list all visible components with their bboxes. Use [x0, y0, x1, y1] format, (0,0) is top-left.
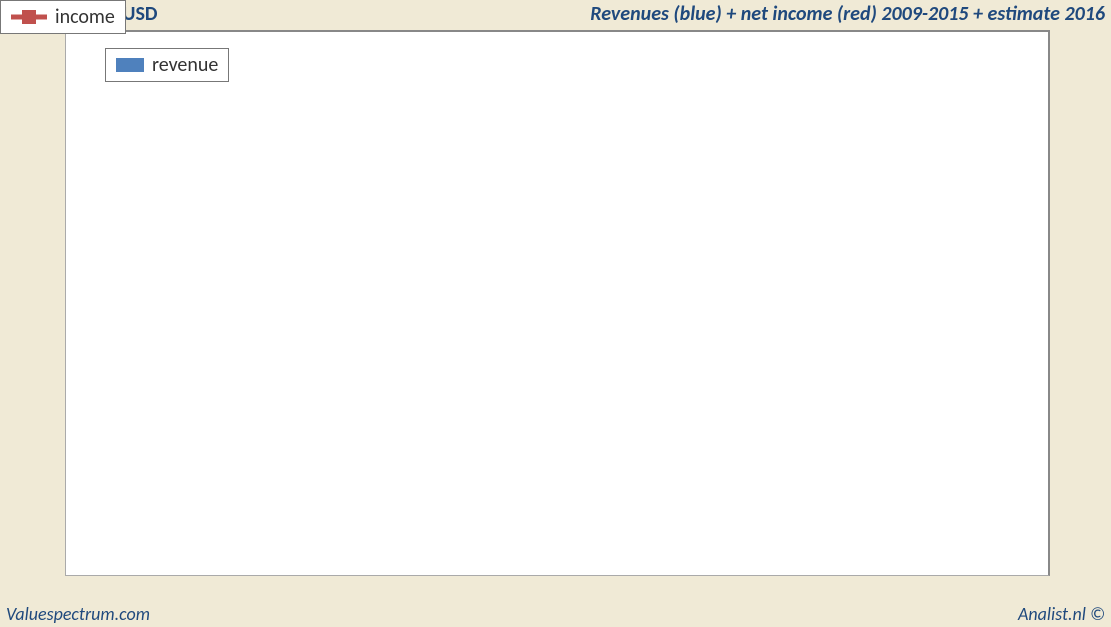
legend-income-label: income — [55, 5, 115, 29]
legend-revenue: revenue — [105, 48, 229, 82]
chart-container: Garmin 56,49 USD Revenues (blue) + net i… — [0, 0, 1111, 627]
legend-revenue-label: revenue — [152, 53, 218, 77]
title-right: Revenues (blue) + net income (red) 2009-… — [590, 2, 1105, 26]
footer-left: Valuespectrum.com — [6, 603, 150, 625]
plot-area — [65, 30, 1050, 576]
footer-right: Analist.nl © — [1018, 603, 1105, 625]
legend-revenue-swatch — [116, 58, 144, 72]
legend-income-swatch — [11, 8, 47, 26]
legend-income: income — [0, 0, 126, 34]
